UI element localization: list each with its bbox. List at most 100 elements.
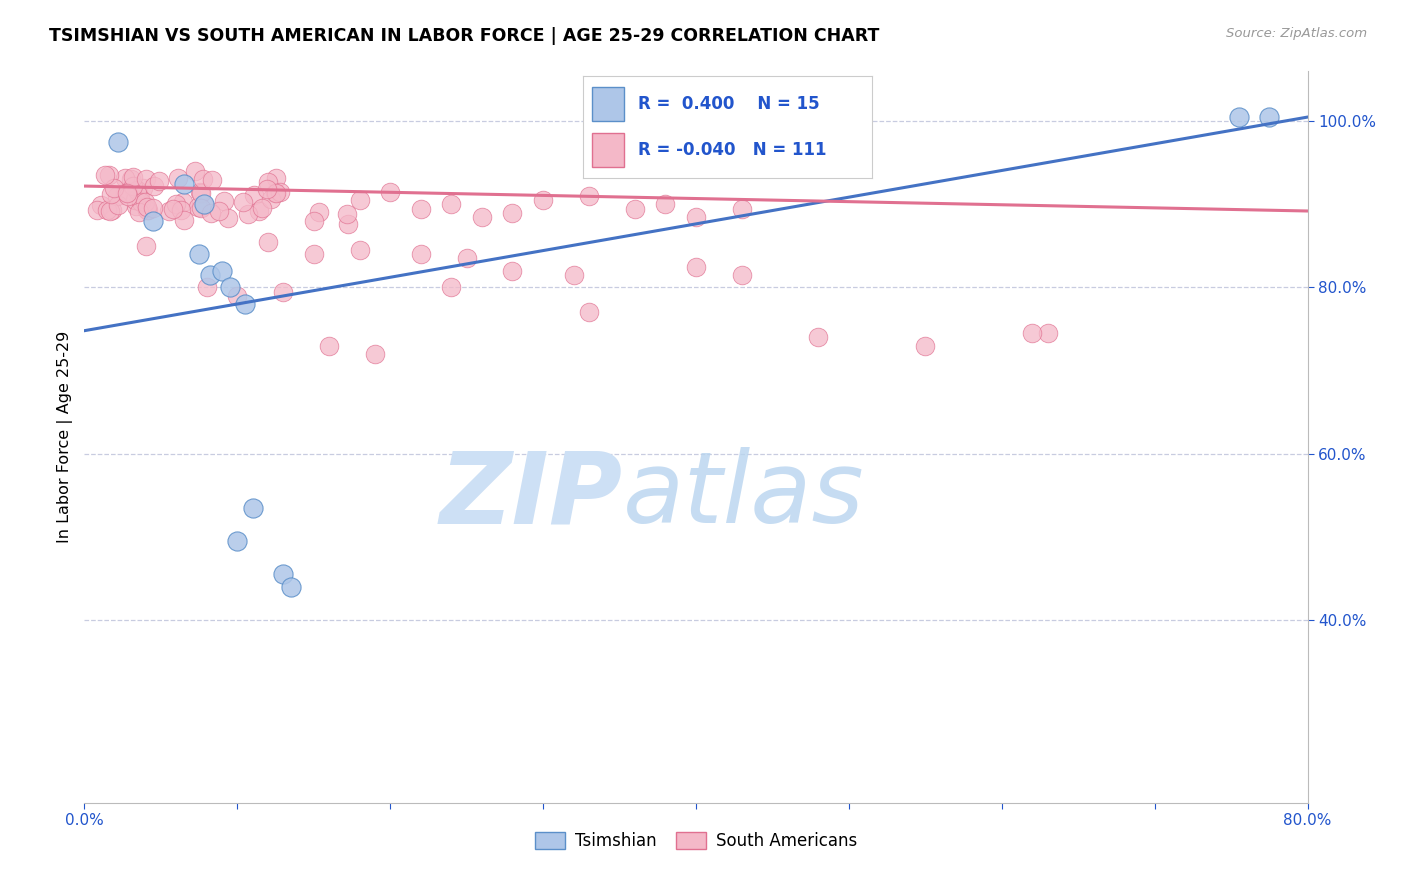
Point (1258, 110, 1281, 124)
Point (280, 580, 302, 594)
Point (211, 264, 233, 278)
Point (364, 347, 387, 361)
Point (195, 280, 218, 294)
Point (242, 188, 264, 202)
Point (101, 202, 124, 217)
Point (165, 197, 187, 211)
Point (1021, 326, 1043, 341)
Point (250, 201, 273, 215)
Y-axis label: In Labor Force | Age 25-29: In Labor Force | Age 25-29 (58, 331, 73, 543)
Point (198, 268, 221, 282)
Point (188, 247, 211, 261)
Point (157, 203, 180, 218)
FancyBboxPatch shape (592, 133, 624, 167)
Point (247, 204, 270, 219)
Text: Source: ZipAtlas.com: Source: ZipAtlas.com (1226, 27, 1367, 40)
Point (162, 202, 184, 216)
Point (271, 567, 294, 582)
Point (214, 194, 236, 209)
Point (502, 264, 524, 278)
Point (380, 185, 402, 199)
Point (193, 172, 215, 186)
Point (471, 210, 494, 224)
Point (135, 172, 157, 186)
Point (236, 207, 259, 221)
FancyBboxPatch shape (592, 87, 624, 121)
Point (105, 189, 128, 203)
Point (115, 186, 138, 200)
Point (173, 195, 195, 210)
Point (103, 180, 125, 194)
Point (129, 194, 152, 209)
Point (117, 189, 139, 203)
Point (502, 205, 524, 219)
Point (187, 200, 209, 214)
Text: ZIP: ZIP (440, 447, 623, 544)
Point (226, 533, 249, 548)
Point (257, 175, 280, 189)
Point (578, 189, 600, 203)
Point (654, 197, 676, 211)
Point (129, 192, 152, 206)
Point (308, 204, 330, 219)
Point (114, 171, 136, 186)
Text: atlas: atlas (623, 447, 865, 544)
Point (98, 204, 121, 219)
Point (124, 193, 146, 207)
Point (135, 239, 157, 253)
Point (269, 186, 291, 200)
Point (226, 289, 249, 303)
Point (121, 170, 143, 185)
Point (128, 204, 150, 219)
Point (578, 305, 600, 319)
Point (218, 280, 240, 294)
Point (731, 202, 754, 216)
Point (685, 210, 707, 224)
Point (531, 193, 554, 207)
Point (190, 186, 212, 201)
Point (257, 235, 280, 249)
Point (349, 193, 371, 207)
Point (440, 197, 463, 211)
Point (86, 203, 108, 218)
Point (685, 260, 707, 274)
Point (89, 197, 111, 211)
Point (193, 197, 215, 211)
Point (127, 183, 149, 197)
Point (807, 330, 830, 344)
Point (232, 195, 254, 210)
Text: TSIMSHIAN VS SOUTH AMERICAN IN LABOR FORCE | AGE 25-29 CORRELATION CHART: TSIMSHIAN VS SOUTH AMERICAN IN LABOR FOR… (49, 27, 880, 45)
Point (142, 202, 165, 216)
Point (217, 211, 239, 226)
Point (440, 280, 463, 294)
Point (142, 178, 165, 193)
Point (117, 186, 139, 200)
Point (107, 198, 129, 212)
Point (264, 186, 287, 201)
Point (264, 171, 287, 186)
Legend: Tsimshian, South Americans: Tsimshian, South Americans (527, 825, 865, 856)
Point (114, 186, 136, 200)
Point (148, 174, 170, 188)
Point (731, 268, 754, 282)
Point (302, 213, 325, 227)
Point (132, 180, 155, 194)
Point (107, 135, 129, 149)
Point (624, 202, 647, 216)
Point (184, 164, 207, 178)
Point (173, 177, 195, 191)
Point (142, 214, 165, 228)
Point (96, 202, 118, 217)
Point (1036, 326, 1059, 341)
Point (201, 173, 224, 187)
Point (242, 500, 264, 515)
Point (173, 213, 195, 227)
Point (409, 202, 432, 216)
Point (136, 202, 159, 217)
Point (122, 178, 145, 193)
Point (188, 185, 211, 199)
Point (233, 297, 256, 311)
Point (271, 285, 294, 299)
Point (136, 200, 159, 214)
Point (193, 198, 215, 212)
